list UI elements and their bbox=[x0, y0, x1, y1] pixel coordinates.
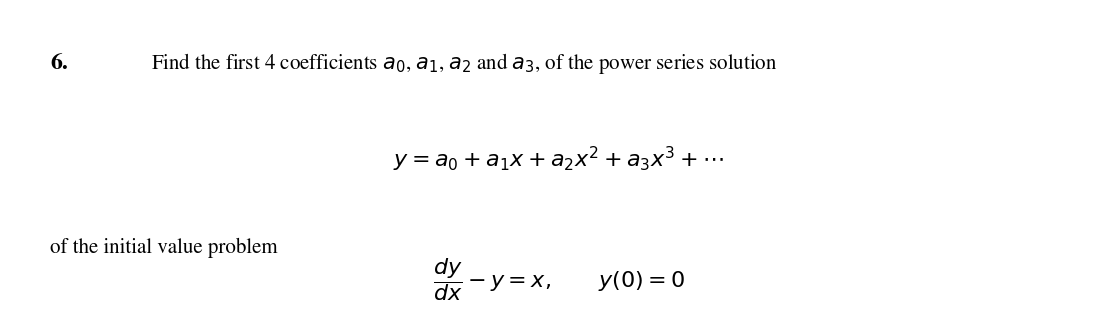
Text: $y = a_0 + a_1x + a_2x^2 + a_3x^3 + \cdots$: $y = a_0 + a_1x + a_2x^2 + a_3x^3 + \cdo… bbox=[394, 144, 724, 174]
Text: $\dfrac{dy}{dx} - y = x, \qquad y(0) = 0$: $\dfrac{dy}{dx} - y = x, \qquad y(0) = 0… bbox=[433, 256, 685, 303]
Text: of the initial value problem: of the initial value problem bbox=[50, 238, 278, 258]
Text: Find the first 4 coefficients $a_0$, $a_1$, $a_2$ and $a_3$, of the power series: Find the first 4 coefficients $a_0$, $a_… bbox=[151, 51, 777, 76]
Text: 6.: 6. bbox=[50, 53, 68, 74]
